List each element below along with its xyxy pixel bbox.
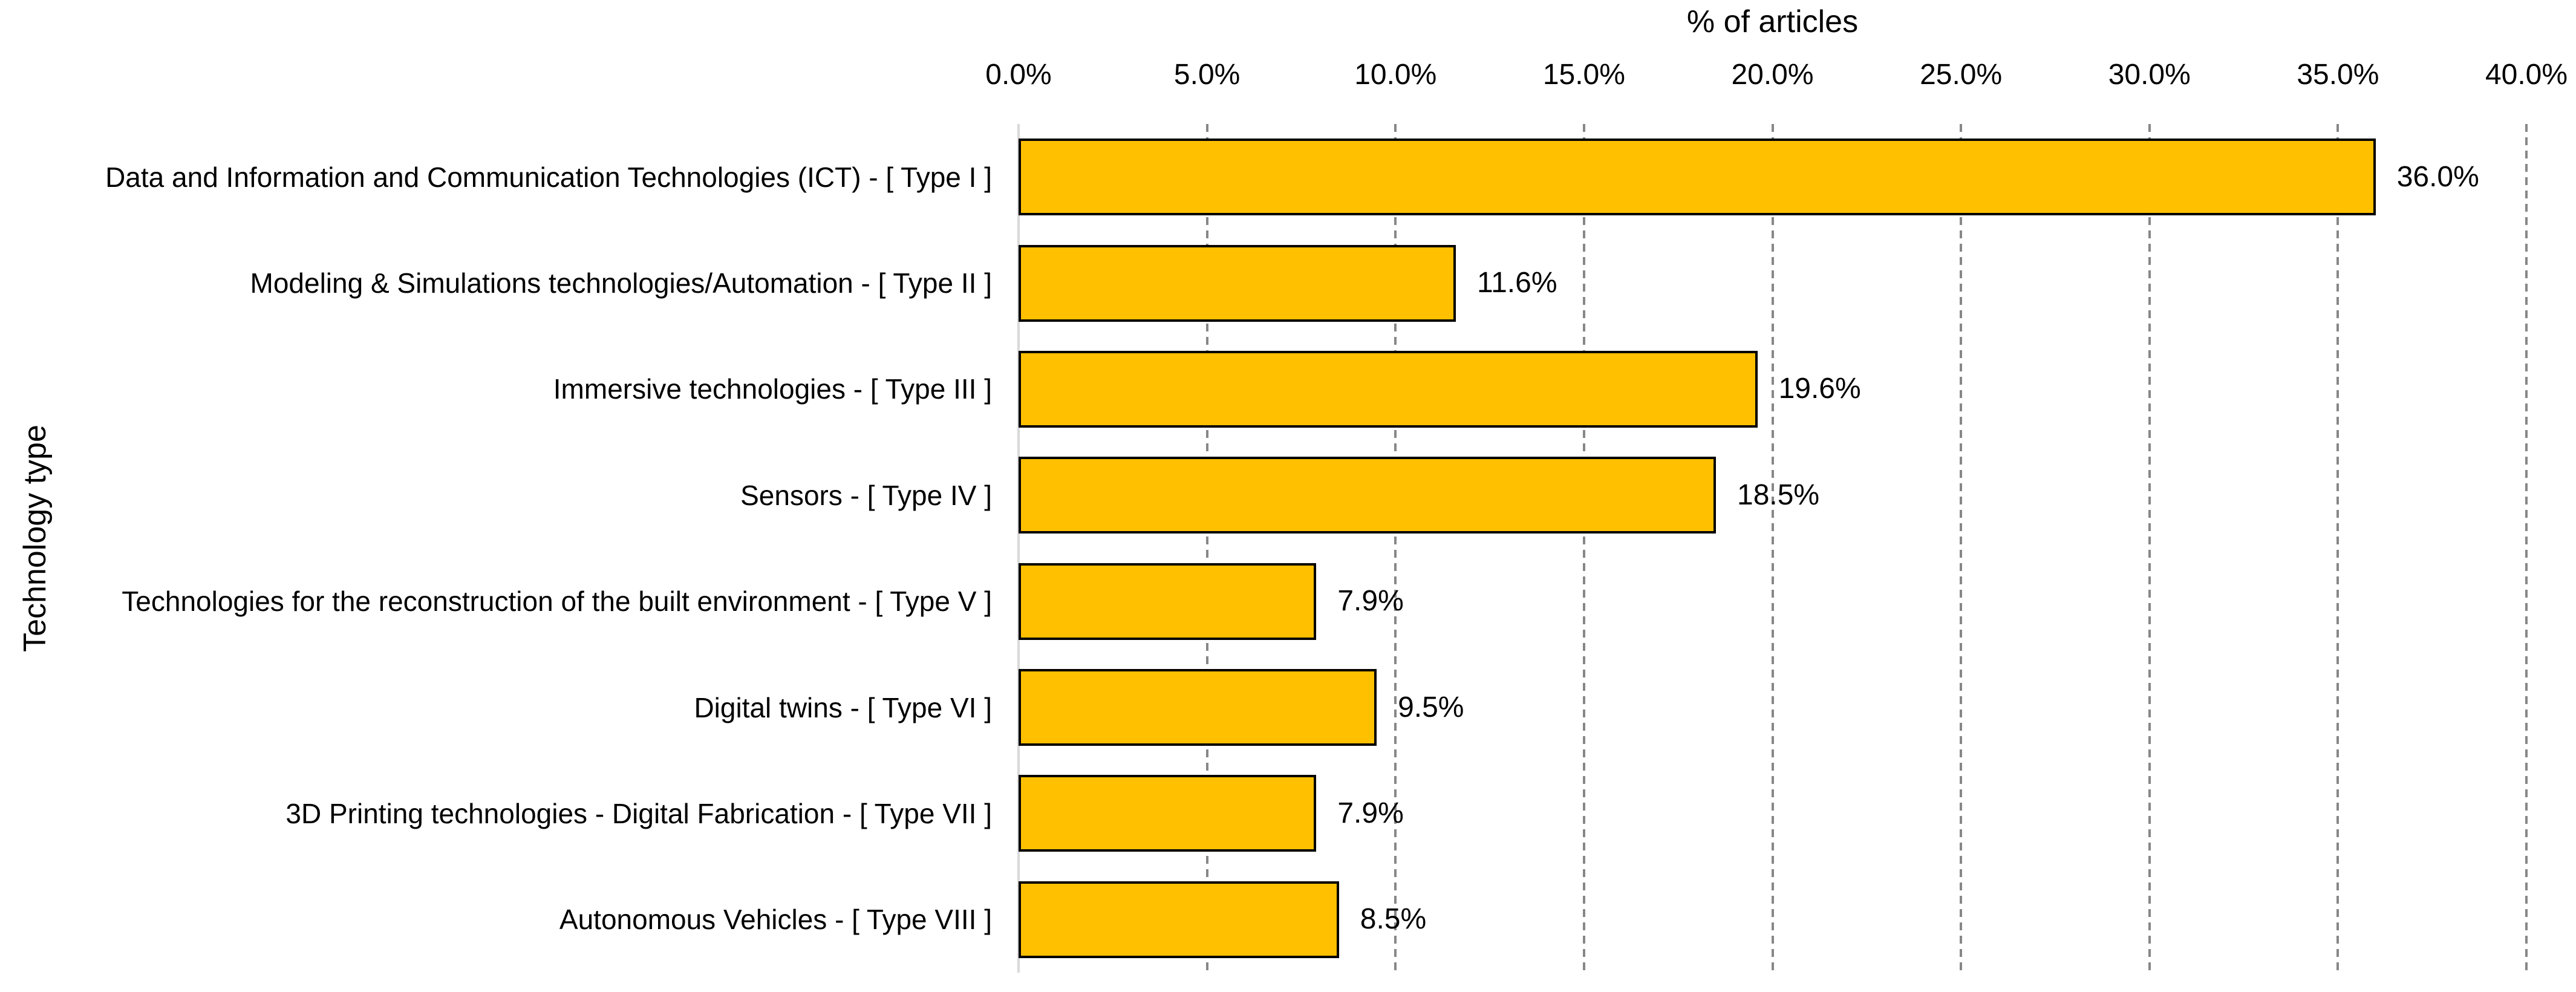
- x-axis-tick-row: 0.0% 5.0% 10.0% 15.0% 20.0% 25.0% 30.0% 35.0% 40…: [985, 58, 2568, 94]
- gridline: [2525, 124, 2528, 973]
- category-label: 3D Printing technologies - Digital Fabri…: [285, 797, 992, 829]
- x-tick-label: 20.0%: [1731, 59, 1814, 91]
- bar: [1019, 350, 1758, 428]
- bar-value-label: 36.0%: [2396, 160, 2479, 193]
- x-tick-label: 25.0%: [1920, 59, 2003, 91]
- bar: [1019, 244, 1456, 322]
- bar-value-label: 18.5%: [1737, 478, 1820, 511]
- bar-row: 7.9%: [1019, 760, 2526, 866]
- bar-row: 11.6%: [1019, 230, 2526, 336]
- category-label: Digital twins - [ Type VI ]: [694, 691, 992, 723]
- bar: [1019, 139, 2376, 216]
- plot-area: 36.0% 11.6% 19.6% 18.5% 7.9% 9.5% 7.9% 8.5%: [1017, 124, 2528, 973]
- x-tick-label: 5.0%: [1173, 59, 1241, 91]
- bar-row: 19.6%: [1019, 336, 2526, 442]
- category-label: Immersive technologies - [ Type III ]: [553, 373, 992, 405]
- bar: [1019, 775, 1317, 852]
- x-tick-label: 10.0%: [1354, 59, 1437, 91]
- bar-value-label: 8.5%: [1360, 903, 1427, 936]
- category-label: Autonomous Vehicles - [ Type VIII ]: [559, 904, 992, 936]
- x-tick-label: 35.0%: [2297, 59, 2379, 91]
- bar-value-label: 7.9%: [1337, 797, 1404, 829]
- gridline: [1771, 124, 1774, 973]
- category-axis-line: [1017, 124, 1020, 973]
- gridline: [2336, 124, 2340, 973]
- category-label: Technologies for the reconstruction of t…: [122, 586, 992, 618]
- bar-value-label: 19.6%: [1778, 373, 1861, 405]
- category-label: Data and Information and Communication T…: [105, 161, 992, 193]
- gridline: [1394, 124, 1397, 973]
- bar-value-label: 9.5%: [1398, 691, 1464, 723]
- gridline: [2148, 124, 2151, 973]
- bar-row: 18.5%: [1019, 442, 2526, 548]
- gridline: [1960, 124, 1963, 973]
- bar-row: 36.0%: [1019, 124, 2526, 230]
- bar: [1019, 563, 1317, 640]
- bar: [1019, 457, 1716, 534]
- category-label: Sensors - [ Type IV ]: [740, 479, 992, 511]
- bar: [1019, 881, 1339, 958]
- gridline: [1582, 124, 1585, 973]
- bar-value-label: 11.6%: [1476, 267, 1557, 299]
- bar-row: 9.5%: [1019, 654, 2526, 760]
- bar-row: 7.9%: [1019, 549, 2526, 654]
- bar-value-label: 7.9%: [1337, 585, 1404, 618]
- x-tick-label: 0.0%: [985, 59, 1052, 91]
- x-tick-label: 30.0%: [2108, 59, 2191, 91]
- x-tick-label: 15.0%: [1542, 59, 1625, 91]
- x-axis-title: % of articles: [1686, 4, 1859, 39]
- x-tick-label: 40.0%: [2485, 59, 2568, 91]
- category-label: Modeling & Simulations technologies/Auto…: [250, 267, 992, 299]
- bar-row: 8.5%: [1019, 867, 2526, 973]
- bar: [1019, 669, 1377, 746]
- gridline: [1205, 124, 1208, 973]
